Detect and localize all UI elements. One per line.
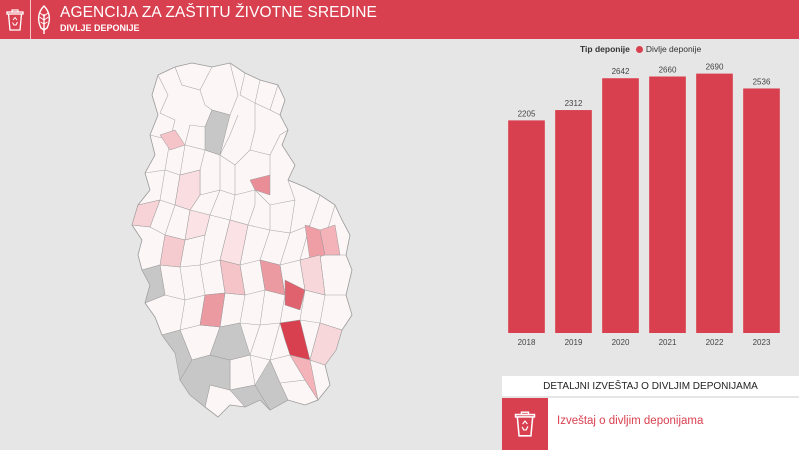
region-light-red[interactable] [289, 354, 319, 401]
legend-item[interactable]: Divlje deponije [645, 44, 702, 54]
x-tick-2018: 2018 [518, 338, 536, 347]
data-label-2022: 2690 [706, 63, 724, 72]
x-tick-2022: 2022 [706, 338, 724, 347]
region-light-red[interactable] [174, 169, 201, 211]
region-light-red[interactable] [219, 219, 249, 266]
region-gray[interactable] [141, 264, 166, 304]
bar-2018[interactable] [508, 120, 545, 333]
region-gray[interactable] [204, 109, 231, 156]
report-panel: DETALJNI IZVEŠTAJ O DIVLJIM DEPONIJAMA I… [502, 376, 799, 450]
feather-icon [37, 5, 51, 34]
region-medium-red[interactable] [319, 224, 341, 256]
bar-2022[interactable] [696, 73, 733, 333]
recycle-bin-icon [514, 411, 536, 437]
region-light-red[interactable] [159, 129, 186, 151]
legend-title: Tip deponije [580, 44, 630, 54]
region-dark-red[interactable] [284, 279, 306, 311]
region-medium-red[interactable] [249, 174, 271, 196]
x-tick-2019: 2019 [565, 338, 583, 347]
x-tick-2023: 2023 [753, 338, 771, 347]
region-medium-red[interactable] [259, 259, 286, 296]
region-light-red[interactable] [299, 254, 326, 296]
legend-dot [635, 45, 643, 53]
data-label-2018: 2205 [518, 109, 536, 118]
region-gray[interactable] [229, 384, 271, 411]
page-subtitle: DIVLJE DEPONIJE [60, 23, 140, 33]
recycle-bin-icon [6, 8, 24, 31]
logo-box [0, 0, 31, 39]
bar-chart-svg: 2205 2018 2312 2019 2642 2020 2660 2021 2690 2022… [508, 63, 780, 347]
page-title: AGENCIJA ZA ZAŠTITU ŽIVOTNE SREDINE [60, 4, 377, 21]
report-icon-box[interactable] [502, 398, 548, 450]
chart-legend: Tip deponije Divlje deponije [580, 44, 701, 54]
region-gray[interactable] [209, 322, 251, 361]
data-label-2020: 2642 [612, 67, 630, 76]
x-tick-2020: 2020 [612, 338, 630, 347]
report-link[interactable]: Izveštaj o divljim deponijama [557, 415, 704, 427]
region-light-red[interactable] [309, 322, 343, 366]
bar-2021[interactable] [649, 76, 686, 334]
region-light-red[interactable] [184, 209, 211, 241]
region-light-red[interactable] [159, 234, 186, 268]
region-medium-red[interactable] [199, 292, 226, 328]
x-tick-2021: 2021 [659, 338, 677, 347]
data-label-2021: 2660 [659, 66, 677, 75]
bar-2019[interactable] [555, 110, 592, 333]
serbia-map-svg[interactable] [120, 55, 370, 425]
bar-2023[interactable] [743, 88, 780, 333]
region-light-red[interactable] [131, 199, 161, 228]
report-heading: DETALJNI IZVEŠTAJ O DIVLJIM DEPONIJAMA [502, 376, 799, 396]
region-gray[interactable] [254, 359, 289, 411]
region-gray[interactable] [161, 329, 193, 381]
shaded-regions[interactable] [131, 109, 343, 411]
data-label-2019: 2312 [565, 99, 583, 108]
municipality-map[interactable] [120, 55, 370, 425]
app-header: AGENCIJA ZA ZAŠTITU ŽIVOTNE SREDINE DIVL… [0, 0, 799, 39]
report-link-card[interactable]: Izveštaj o divljim deponijama [502, 398, 799, 450]
bar-chart: 2205 2018 2312 2019 2642 2020 2660 2021 2690 2022… [495, 55, 790, 350]
data-label-2023: 2536 [753, 77, 771, 86]
bar-2020[interactable] [602, 78, 639, 333]
